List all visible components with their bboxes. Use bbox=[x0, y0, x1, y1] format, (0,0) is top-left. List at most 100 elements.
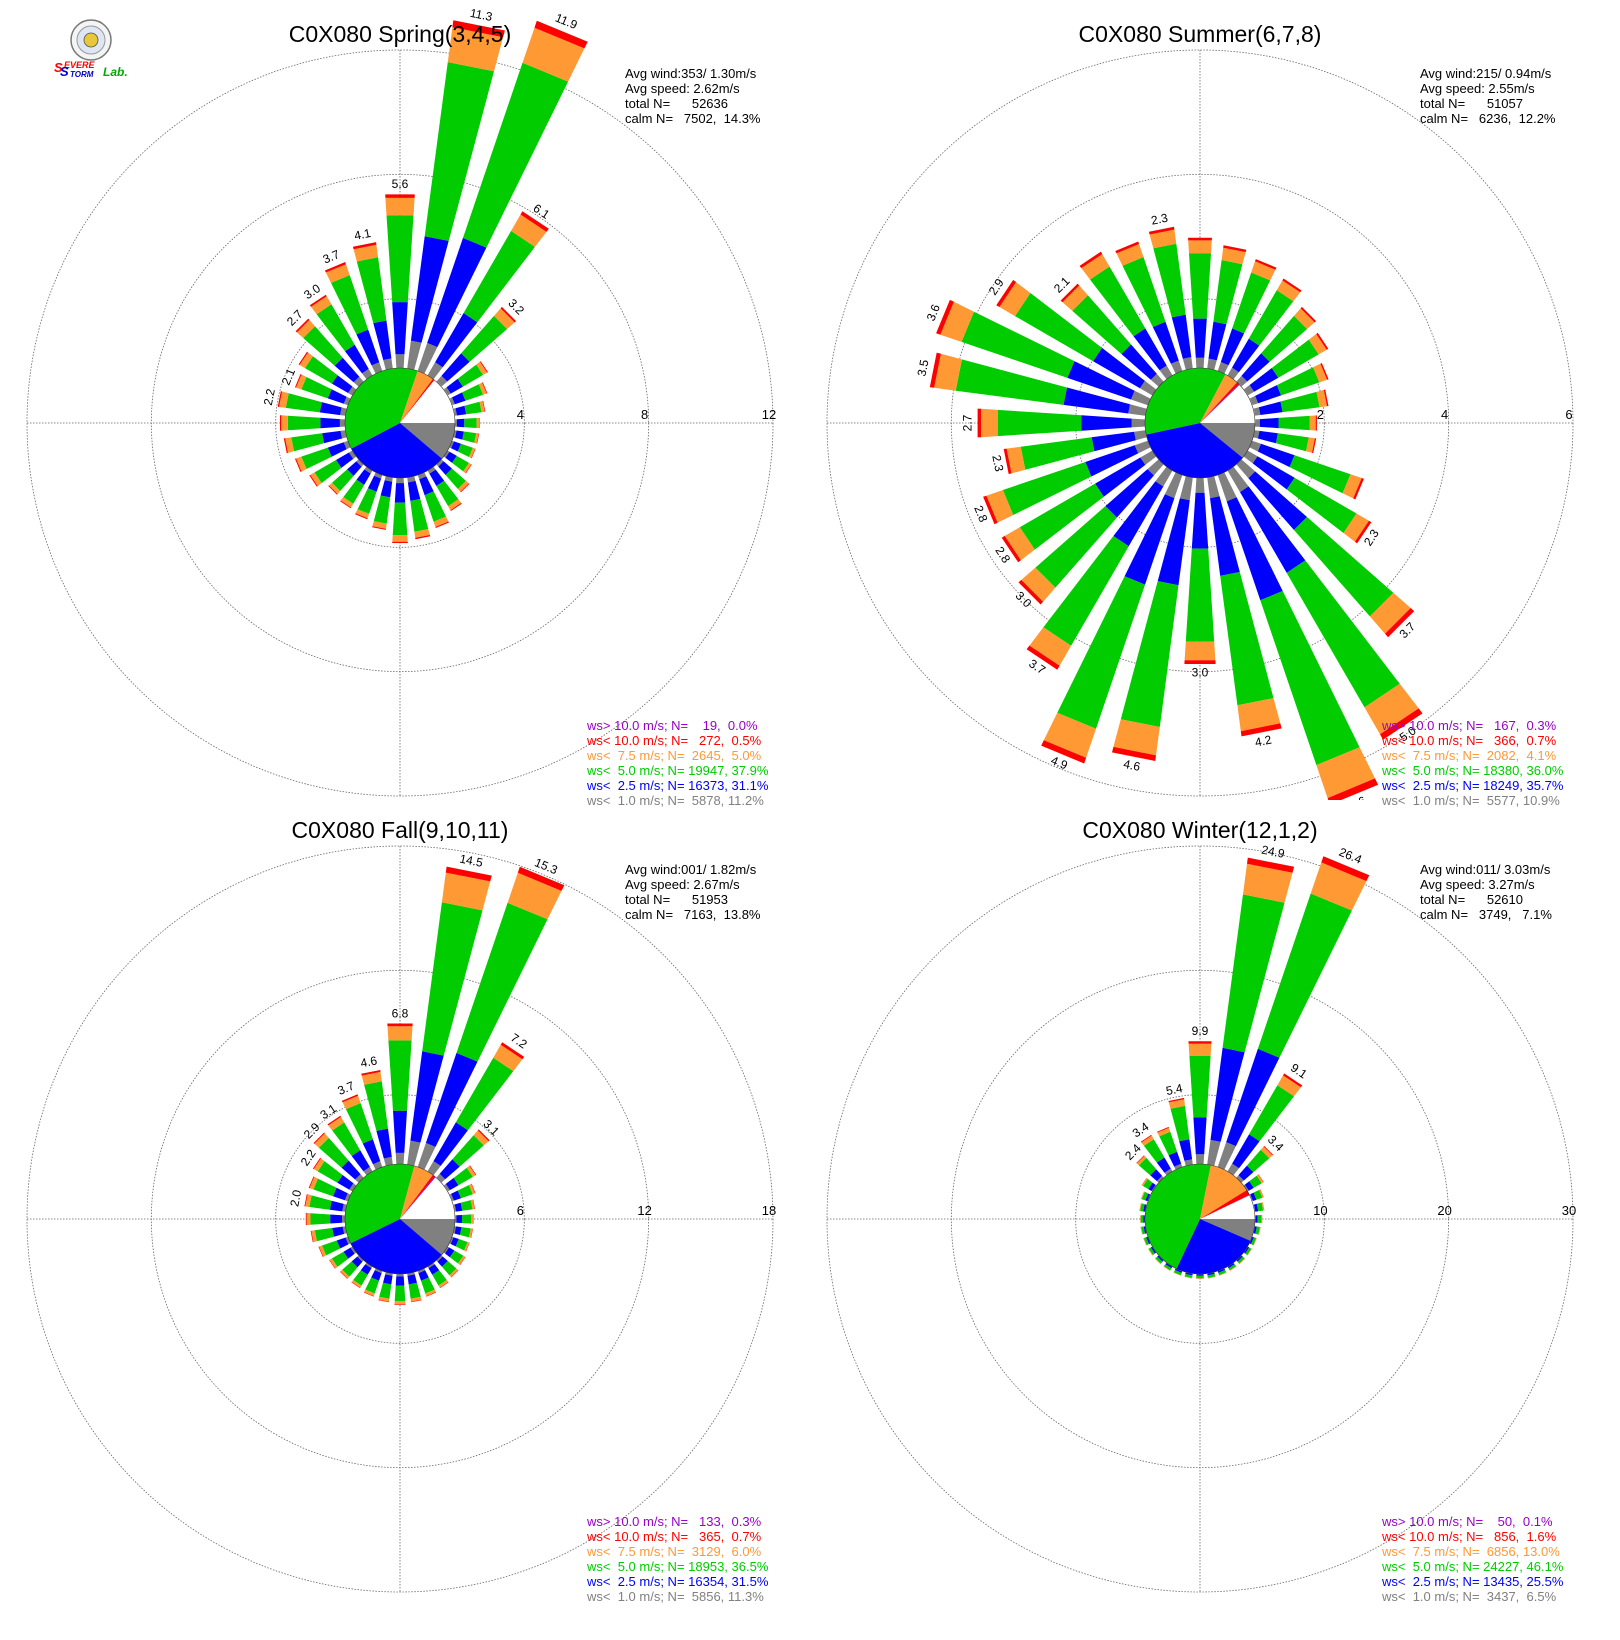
legend-entry: ws> 10.0 m/s; N= 19, 0.0% bbox=[586, 718, 758, 733]
wind-bar-segment bbox=[435, 521, 449, 528]
wind-bar-segment bbox=[1150, 1246, 1156, 1254]
legend-entry: ws< 5.0 m/s; N= 19947, 37.9% bbox=[586, 763, 769, 778]
bar-value-label: 11.9 bbox=[553, 11, 579, 33]
wind-bar-segment bbox=[1261, 315, 1308, 362]
wind-bar-segment bbox=[1136, 1155, 1147, 1166]
wind-bar-segment bbox=[1227, 1163, 1239, 1176]
speed-pie-slice bbox=[1144, 368, 1226, 435]
bar-value-label: 5.6 bbox=[1347, 793, 1368, 812]
wind-bar-segment bbox=[1155, 466, 1173, 487]
wind-bar-segment bbox=[385, 1272, 393, 1276]
pie-outline bbox=[344, 1163, 456, 1275]
wind-bar-segment bbox=[1315, 415, 1317, 431]
wind-bar-segment bbox=[392, 502, 408, 536]
wind-bar-segment bbox=[1004, 527, 1035, 561]
wind-bar-segment bbox=[340, 1269, 350, 1279]
legend-entry: ws> 10.0 m/s; N= 167, 0.3% bbox=[1381, 718, 1557, 733]
logo-severe-initial: S bbox=[54, 60, 63, 75]
wind-bar-segment bbox=[464, 401, 482, 415]
wind-bar-segment bbox=[482, 400, 486, 412]
wind-bar-segment bbox=[449, 440, 454, 449]
wind-bar-segment bbox=[417, 472, 427, 480]
wind-bar-segment bbox=[1001, 535, 1021, 563]
wind-bar-segment bbox=[1253, 430, 1260, 439]
wind-bar-segment bbox=[1237, 1256, 1245, 1264]
wind-bar-segment bbox=[356, 459, 364, 467]
wind-bar-segment bbox=[1255, 1226, 1260, 1235]
wind-bar-segment bbox=[295, 318, 310, 333]
stat-line: total N= 52636 bbox=[625, 96, 728, 111]
wind-bar-segment bbox=[453, 1167, 473, 1186]
wind-bar-segment bbox=[1240, 486, 1306, 573]
wind-bar-segment bbox=[1188, 1041, 1212, 1044]
bar-value-label: 2.1 bbox=[279, 366, 298, 387]
wind-bar-segment bbox=[1243, 1184, 1249, 1192]
wind-bar-segment bbox=[1018, 579, 1044, 605]
wind-bar-segment bbox=[417, 1268, 426, 1274]
wind-bar-segment bbox=[1217, 472, 1237, 502]
wind-bar-segment bbox=[455, 1057, 514, 1131]
wind-bar-segment bbox=[371, 1270, 382, 1281]
wind-bar-segment bbox=[1157, 1255, 1164, 1262]
wind-bar-segment bbox=[469, 447, 476, 459]
wind-bar-segment bbox=[427, 1262, 435, 1269]
wind-bar-segment bbox=[1165, 1263, 1173, 1269]
wind-bar-segment bbox=[353, 244, 379, 262]
legend-entry: ws< 1.0 m/s; N= 3437, 6.5% bbox=[1381, 1589, 1557, 1604]
legend-entry: ws< 7.5 m/s; N= 6856, 13.0% bbox=[1381, 1544, 1560, 1559]
ring-label: 20 bbox=[1437, 1203, 1451, 1218]
wind-bar-segment bbox=[325, 264, 350, 283]
wind-bar-segment bbox=[1316, 332, 1329, 350]
wind-bar-segment bbox=[1174, 1268, 1183, 1273]
logo-lab-text: Lab. bbox=[103, 65, 128, 79]
wind-bar-segment bbox=[1207, 1274, 1216, 1278]
wind-bar-segment bbox=[1085, 445, 1139, 477]
wind-bar-segment bbox=[1121, 344, 1157, 380]
wind-bar-segment bbox=[433, 1122, 468, 1166]
windrose-panel-1: 5.611.3 11.96.13.22.22.12.73.03.74.14 8 12C… bbox=[26, 6, 776, 808]
wind-bar-segment bbox=[371, 362, 383, 374]
wind-bar-segment bbox=[424, 491, 446, 522]
wind-bar-segment bbox=[439, 1282, 449, 1289]
wind-bar-segment bbox=[477, 1129, 490, 1142]
wind-bar-segment bbox=[1249, 1236, 1254, 1245]
wind-bar-segment bbox=[1253, 407, 1261, 416]
wind-bar-segment bbox=[374, 1268, 383, 1274]
wind-bar-segment bbox=[463, 62, 569, 248]
stat-line: Avg wind:001/ 1.82m/s bbox=[625, 862, 757, 877]
wind-bar-segment bbox=[1207, 476, 1220, 499]
wind-bar-segment bbox=[345, 344, 369, 374]
wind-bar-segment bbox=[1219, 1272, 1227, 1276]
wind-bar-segment bbox=[309, 474, 318, 487]
wind-bar-segment bbox=[1310, 862, 1367, 911]
wind-bar-segment bbox=[1320, 363, 1329, 380]
wind-bar-segment bbox=[1208, 321, 1227, 361]
wind-bar-segment bbox=[457, 364, 484, 387]
wind-bar-segment bbox=[340, 500, 352, 509]
wind-bar-segment bbox=[427, 362, 443, 380]
wind-bar-segment bbox=[445, 1177, 459, 1191]
wind-bar-segment bbox=[1184, 1159, 1193, 1166]
wind-bar-segment bbox=[1230, 1266, 1237, 1271]
wind-bar-segment bbox=[471, 1183, 476, 1194]
wind-bar-segment bbox=[373, 320, 392, 360]
wind-bar-segment bbox=[452, 455, 469, 472]
wind-bar-segment bbox=[1149, 229, 1177, 249]
wind-bar-segment bbox=[470, 1199, 475, 1210]
ring-label: 6 bbox=[517, 1203, 524, 1218]
wind-bar-segment bbox=[1116, 244, 1144, 266]
wind-bar-segment bbox=[1207, 1139, 1221, 1166]
panel-plot-area: 9.924.9 26.49.13.42.43.45.4 bbox=[826, 843, 1574, 1593]
wind-bar-segment bbox=[1143, 1237, 1149, 1246]
bar-value-label: 4.6 bbox=[1122, 757, 1141, 774]
wind-bar-segment bbox=[1232, 1134, 1260, 1169]
speed-pie-slice bbox=[1176, 1219, 1251, 1274]
wind-bar-segment bbox=[298, 351, 308, 365]
wind-bar-segment bbox=[1228, 1264, 1237, 1271]
wind-bar-segment bbox=[1342, 474, 1362, 499]
wind-bar-segment bbox=[441, 353, 470, 382]
wind-bar-segment bbox=[336, 452, 354, 468]
legend-entry: ws< 1.0 m/s; N= 5878, 11.2% bbox=[586, 793, 764, 808]
legend-entry: ws< 7.5 m/s; N= 2082, 4.1% bbox=[1381, 748, 1557, 763]
wind-bar-segment bbox=[1081, 415, 1132, 431]
